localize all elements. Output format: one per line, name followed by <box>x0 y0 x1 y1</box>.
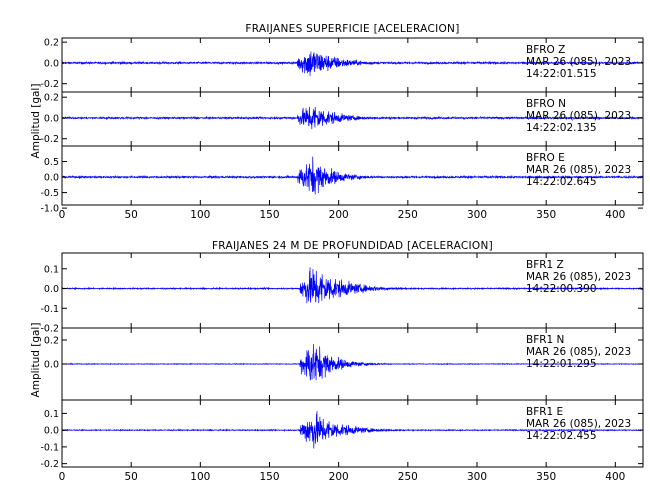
chart-title: FRAIJANES 24 M DE PROFUNDIDAD [ACELERACI… <box>212 240 493 252</box>
trace-annotation: BFR1 E <box>526 406 563 418</box>
y-axis-label: Amplitud [gal] <box>30 323 42 398</box>
trace-annotation: 14:22:02.645 <box>526 176 597 188</box>
y-tick-label: 0.0 <box>44 173 59 184</box>
trace-annotation: BFRO E <box>526 152 565 164</box>
y-tick-label: 0.2 <box>44 93 59 104</box>
y-tick-label: -0.2 <box>40 459 59 470</box>
y-tick-label: 0.1 <box>44 264 59 275</box>
x-tick-label: 0 <box>59 209 66 221</box>
y-tick-label: -0.2 <box>40 324 59 335</box>
panel-frame <box>61 399 644 468</box>
panel-frame <box>61 145 644 206</box>
x-tick-label: 400 <box>605 471 625 483</box>
trace-annotation: BFRO Z <box>526 44 565 56</box>
x-tick-label: 300 <box>467 209 487 221</box>
trace-annotation: MAR 26 (085), 2023 <box>526 56 631 68</box>
y-tick-label: 0.2 <box>44 38 59 49</box>
trace-annotation: MAR 26 (085), 2023 <box>526 346 631 358</box>
x-tick-label: 250 <box>398 209 418 221</box>
chart-title: FRAIJANES SUPERFICIE [ACELERACION] <box>245 23 459 35</box>
y-tick-label: 0.0 <box>44 360 59 371</box>
y-tick-label: -0.2 <box>40 79 59 90</box>
x-tick-label: 350 <box>536 471 556 483</box>
x-tick-label: 250 <box>398 471 418 483</box>
y-tick-label: 0.0 <box>44 426 59 437</box>
y-tick-label: 0.2 <box>44 336 59 347</box>
y-tick-label: -0.2 <box>40 134 59 145</box>
y-tick-label: -0.1 <box>40 304 59 315</box>
waveform-trace <box>62 156 643 195</box>
y-tick-label: 0.5 <box>44 157 59 168</box>
y-tick-label: 0.0 <box>44 58 59 69</box>
waveform-trace <box>62 51 643 76</box>
waveform-trace <box>62 344 643 381</box>
x-tick-label: 50 <box>124 471 137 483</box>
trace-annotation: 14:22:02.135 <box>526 122 597 134</box>
waveform-trace <box>62 411 643 449</box>
waveform-trace <box>62 106 643 130</box>
trace-annotation: BFRO N <box>526 98 566 110</box>
x-tick-label: 0 <box>59 471 66 483</box>
trace-annotation: MAR 26 (085), 2023 <box>526 110 631 122</box>
x-tick-label: 200 <box>329 209 349 221</box>
y-tick-label: 0.0 <box>44 284 59 295</box>
x-tick-label: 200 <box>329 471 349 483</box>
y-tick-label: 0.0 <box>44 113 59 124</box>
y-axis-label: Amplitud [gal] <box>30 84 42 159</box>
x-tick-label: 50 <box>124 209 137 221</box>
trace-annotation: MAR 26 (085), 2023 <box>526 164 631 176</box>
x-tick-label: 100 <box>190 209 210 221</box>
y-tick-label: -0.1 <box>40 442 59 453</box>
trace-annotation: 14:22:01.295 <box>526 358 597 370</box>
trace-annotation: BFR1 Z <box>526 259 564 271</box>
x-tick-label: 150 <box>259 209 279 221</box>
x-tick-label: 100 <box>190 471 210 483</box>
y-tick-label: -1.0 <box>40 204 59 215</box>
trace-annotation: 14:22:02.455 <box>526 430 597 442</box>
x-tick-label: 350 <box>536 209 556 221</box>
trace-annotation: 14:22:00.390 <box>526 283 597 295</box>
trace-annotation: MAR 26 (085), 2023 <box>526 271 631 283</box>
trace-annotation: BFR1 N <box>526 334 564 346</box>
y-tick-label: 0.1 <box>44 409 59 420</box>
trace-annotation: MAR 26 (085), 2023 <box>526 418 631 430</box>
waveform-trace <box>62 267 643 304</box>
trace-annotation: 14:22:01.515 <box>526 68 597 80</box>
y-tick-label: -0.5 <box>40 188 59 199</box>
x-tick-label: 150 <box>259 471 279 483</box>
x-tick-label: 300 <box>467 471 487 483</box>
x-tick-label: 400 <box>605 209 625 221</box>
